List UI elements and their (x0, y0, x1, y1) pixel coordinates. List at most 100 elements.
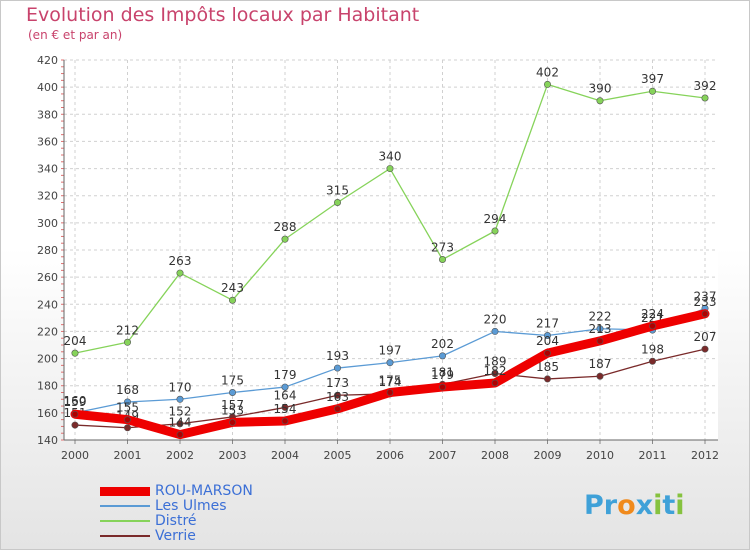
data-label-verrie-2003: 157 (221, 398, 244, 412)
logo-letter: o (617, 490, 636, 521)
data-label-distr--2006: 340 (379, 150, 402, 164)
data-point-les-ulmes-2006 (386, 359, 394, 367)
y-tick-label-400: 400 (37, 81, 58, 94)
x-tick-label-2006: 2006 (376, 449, 404, 462)
data-point-rou-marson-2004 (281, 417, 289, 425)
x-tick-label-2001: 2001 (114, 449, 142, 462)
y-tick-label-160: 160 (37, 407, 58, 420)
data-label-distr--2002: 263 (169, 254, 192, 268)
y-tick-label-380: 380 (37, 108, 58, 121)
data-point-distr--2000 (71, 349, 79, 357)
data-label-distr--2004: 288 (274, 220, 297, 234)
data-label-verrie-2007: 181 (431, 365, 454, 379)
y-tick-label-280: 280 (37, 244, 58, 257)
data-label-rou-marson-2009: 204 (536, 334, 559, 348)
data-point-rou-marson-2001 (124, 416, 131, 423)
data-label-verrie-2010: 187 (589, 357, 612, 371)
data-label-distr--2012: 392 (694, 79, 717, 93)
data-label-distr--2009: 402 (536, 65, 559, 79)
data-label-rou-marson-2008: 182 (484, 364, 507, 378)
data-point-les-ulmes-2004 (281, 383, 289, 391)
data-label-les-ulmes-2010: 222 (589, 310, 612, 324)
series-rou-marson: 159 155 144 153 154 163 175 179 182 204 213 224 233 (64, 295, 717, 440)
data-label-rou-marson-2004: 154 (274, 402, 297, 416)
legend-label-rou-marson: ROU-MARSON (155, 483, 253, 499)
data-label-distr--2010: 390 (589, 82, 612, 96)
logo-letter: x (635, 490, 654, 521)
legend-label-les-ulmes: Les Ulmes (155, 498, 227, 514)
data-point-verrie-2005 (333, 391, 341, 399)
data-point-rou-marson-2006 (386, 389, 394, 396)
data-point-distr--2004 (281, 235, 289, 243)
data-point-verrie-2011 (648, 357, 656, 365)
data-label-les-ulmes-2002: 170 (169, 380, 192, 394)
data-point-rou-marson-2008 (491, 379, 499, 387)
data-label-les-ulmes-2003: 175 (221, 374, 244, 388)
data-point-rou-marson-2005 (334, 405, 341, 413)
chart-title: Evolution des Impôts locaux par Habitant (26, 4, 420, 26)
data-point-rou-marson-2011 (649, 322, 656, 330)
data-point-verrie-2008 (491, 369, 499, 377)
legend-swatch-les-ulmes (100, 505, 150, 507)
data-point-rou-marson-2010 (596, 337, 604, 345)
legend-label-verrie: Verrie (155, 528, 196, 544)
x-tick-label-2012: 2012 (691, 449, 719, 462)
data-point-verrie-2009 (543, 375, 551, 383)
data-point-verrie-2004 (281, 403, 289, 411)
data-label-verrie-2002: 152 (169, 405, 192, 419)
data-label-distr--2011: 397 (641, 72, 664, 86)
data-point-rou-marson-2012 (701, 310, 709, 318)
data-label-distr--2007: 273 (431, 241, 454, 255)
x-tick-label-2009: 2009 (534, 449, 562, 462)
data-point-distr--2001 (124, 338, 132, 346)
data-label-rou-marson-2012: 233 (694, 295, 717, 309)
legend-swatch-verrie (100, 535, 150, 537)
data-label-rou-marson-2001: 155 (116, 401, 139, 415)
data-label-distr--2001: 212 (116, 323, 139, 337)
y-tick-label-420: 420 (37, 54, 58, 67)
data-label-les-ulmes-2009: 217 (536, 317, 559, 331)
data-point-verrie-2002 (176, 420, 184, 428)
data-point-verrie-2010 (596, 372, 604, 380)
logo-letter: i (653, 490, 663, 521)
data-point-les-ulmes-2007 (438, 352, 446, 360)
y-tick-label-140: 140 (37, 434, 58, 447)
y-tick-label-320: 320 (37, 190, 58, 203)
data-point-distr--2009 (543, 80, 551, 88)
data-point-les-ulmes-2002 (176, 395, 184, 403)
data-label-verrie-2012: 207 (694, 330, 717, 344)
x-tick-label-2007: 2007 (429, 449, 457, 462)
data-point-distr--2010 (596, 97, 604, 105)
data-label-rou-marson-2005: 163 (326, 390, 349, 404)
data-label-verrie-2004: 164 (274, 388, 297, 402)
data-label-rou-marson-2007: 179 (431, 368, 454, 382)
data-label-verrie-2009: 185 (536, 360, 559, 374)
data-label-verrie-2011: 198 (641, 342, 664, 356)
legend-swatch-distr- (100, 520, 150, 522)
proxiti-logo: Proxiti (584, 490, 685, 521)
legend-swatch-rou-marson (100, 486, 150, 496)
logo-letter: P (584, 490, 604, 521)
logo-letter: t (662, 490, 676, 521)
data-label-distr--2008: 294 (484, 212, 507, 226)
y-tick-label-180: 180 (37, 380, 58, 393)
data-label-distr--2000: 204 (64, 334, 87, 348)
series-distr-: 204 212 263 243 288 315 340 273 294 402 390 397 392 (64, 65, 717, 357)
data-point-verrie-2000 (71, 421, 79, 429)
data-label-les-ulmes-2004: 179 (274, 368, 297, 382)
data-point-rou-marson-2009 (544, 349, 551, 357)
data-point-distr--2006 (386, 165, 394, 173)
data-label-rou-marson-2003: 153 (221, 403, 244, 417)
data-point-distr--2011 (648, 87, 656, 95)
data-point-rou-marson-2000 (71, 410, 79, 418)
logo-letter: r (603, 490, 618, 521)
data-point-rou-marson-2007 (439, 383, 446, 391)
y-tick-label-260: 260 (37, 271, 58, 284)
data-label-verrie-2005: 173 (326, 376, 349, 390)
data-label-les-ulmes-2012: 237 (694, 289, 717, 303)
data-label-rou-marson-2010: 213 (589, 322, 612, 336)
legend-label-distr-: Distré (155, 513, 197, 529)
x-tick-label-2005: 2005 (324, 449, 352, 462)
